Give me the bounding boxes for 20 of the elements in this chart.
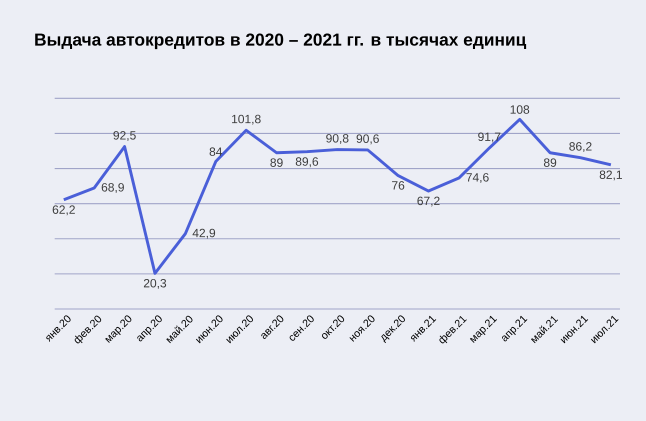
data-label: 90,8 — [326, 134, 348, 144]
data-label: 74,6 — [466, 173, 489, 183]
data-label: 42,9 — [192, 228, 216, 239]
data-label: 76 — [392, 181, 404, 190]
data-label: 91,7 — [478, 132, 500, 142]
data-label: 101,8 — [232, 114, 261, 125]
data-label: 108 — [510, 105, 530, 114]
data-label: 89,6 — [296, 157, 318, 168]
data-label: 92,5 — [113, 131, 136, 141]
data-label: 67,2 — [417, 196, 440, 207]
data-label: 68,9 — [102, 183, 124, 193]
data-label: 89 — [270, 158, 283, 167]
data-label: 62,2 — [52, 205, 75, 216]
data-label: 86,2 — [569, 142, 592, 152]
data-label: 20,3 — [144, 278, 166, 289]
data-label: 89 — [544, 158, 556, 167]
data-label: 84 — [210, 147, 222, 156]
chart-title: Выдача автокредитов в 2020 – 2021 гг. в тысячах единиц — [35, 33, 526, 50]
data-label: 90,6 — [356, 134, 379, 144]
data-label: 82,1 — [600, 170, 622, 180]
